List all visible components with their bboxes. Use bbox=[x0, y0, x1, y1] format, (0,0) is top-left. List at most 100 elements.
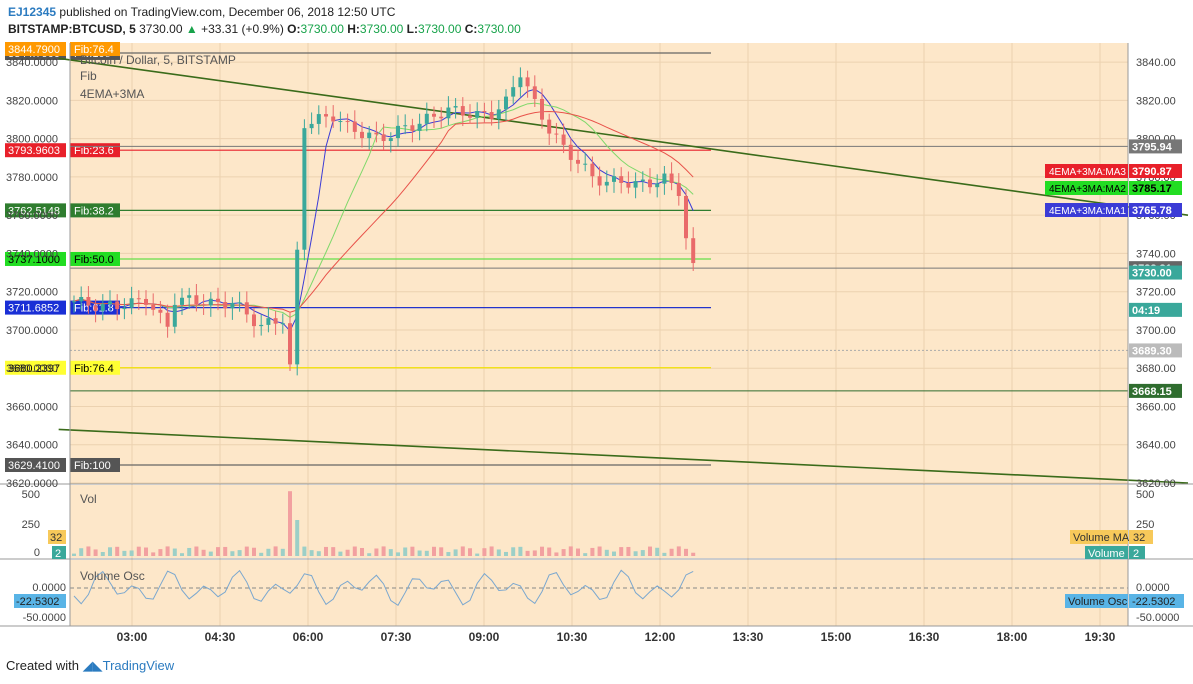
username-link[interactable]: EJ12345 bbox=[8, 5, 57, 19]
volume-bar bbox=[496, 549, 501, 556]
fib-price-text: 3629.4100 bbox=[8, 460, 60, 472]
volume-bar bbox=[468, 548, 472, 556]
volume-bar bbox=[511, 547, 516, 556]
candle-body bbox=[388, 138, 393, 142]
created-with-label: Created with bbox=[6, 658, 79, 673]
candle-body bbox=[309, 123, 314, 129]
volume-bar bbox=[561, 549, 566, 556]
volume-bar bbox=[288, 491, 292, 556]
volume-bar bbox=[590, 547, 595, 556]
candle-body bbox=[302, 128, 307, 250]
candle-body bbox=[669, 173, 674, 184]
candle-body bbox=[151, 304, 156, 310]
fib-level-text: Fib:38.2 bbox=[74, 205, 114, 217]
candle-body bbox=[532, 86, 537, 99]
open-label: O: bbox=[287, 22, 301, 36]
volume-ma-name-text: Volume MA bbox=[1073, 532, 1130, 544]
candle-body bbox=[439, 116, 444, 119]
candle-body bbox=[266, 318, 271, 325]
candle-body bbox=[180, 297, 184, 305]
ma-value-tag bbox=[1129, 181, 1182, 195]
fib-level-text: Fib:23.6 bbox=[74, 145, 114, 157]
tradingview-logo-icon[interactable]: ◢◣ bbox=[82, 658, 103, 673]
volume-bar bbox=[547, 547, 552, 556]
candle-body bbox=[489, 112, 494, 120]
volume-oscillator: 0.0000 -50.0000 0.0000 -50.0000 bbox=[23, 569, 1179, 624]
candle-body bbox=[640, 179, 645, 182]
left-price-tick-label: 3660.0000 bbox=[6, 401, 58, 413]
publish-header: EJ12345 published on TradingView.com, De… bbox=[8, 5, 395, 19]
volume-bar bbox=[252, 547, 256, 556]
high-label: H: bbox=[347, 22, 360, 36]
volume-bar bbox=[403, 547, 408, 556]
price-tick-label: 3700.00 bbox=[1136, 325, 1176, 337]
candle-body bbox=[403, 125, 408, 127]
volume-bar bbox=[331, 547, 336, 556]
osc-left-tick-label: 0.0000 bbox=[32, 582, 66, 594]
main-pane-bg bbox=[70, 43, 1128, 483]
candle-body bbox=[511, 87, 516, 97]
volume-bar bbox=[86, 546, 91, 556]
volume-ma-value-tag bbox=[1129, 530, 1153, 544]
volume-left-tick-label: 250 bbox=[22, 519, 40, 531]
publish-info: published on TradingView.com, December 0… bbox=[59, 5, 396, 19]
volume-tick-label: 500 bbox=[1136, 489, 1154, 501]
ohlc-header: BITSTAMP:BTCUSD, 5 3730.00 ▲ +33.31 (+0.… bbox=[8, 22, 521, 36]
fib-price-text: 3793.9603 bbox=[8, 145, 60, 157]
candle-body bbox=[144, 298, 148, 305]
volume-bar bbox=[295, 520, 300, 556]
fib-price-tag bbox=[5, 251, 66, 266]
fib-level-text: Fib:76.4 bbox=[74, 363, 114, 375]
time-tick-label: 06:00 bbox=[293, 630, 324, 644]
pair-legend: Bitcoin / Dollar, 5, BITSTAMP bbox=[80, 53, 236, 67]
volume-bars: 50025005002500 bbox=[22, 489, 1155, 559]
candle-body bbox=[604, 181, 609, 186]
ma-name-tag bbox=[1045, 203, 1128, 217]
candle-body bbox=[424, 113, 429, 124]
candle-body bbox=[525, 77, 530, 87]
low-label: L: bbox=[406, 22, 418, 36]
volume-bar bbox=[136, 546, 141, 556]
candle-body bbox=[115, 301, 120, 310]
trendlines[interactable] bbox=[58, 57, 1189, 484]
candle-body bbox=[172, 304, 177, 327]
volume-bar bbox=[216, 547, 220, 556]
right-price-tag bbox=[1129, 302, 1182, 317]
candle-body bbox=[568, 144, 573, 160]
volume-bar bbox=[684, 548, 688, 556]
price-tick-label: 3640.00 bbox=[1136, 440, 1176, 452]
volume-bar bbox=[165, 546, 170, 556]
fib-legend: Fib bbox=[80, 69, 97, 83]
volume-bar bbox=[417, 550, 422, 556]
candle-body bbox=[79, 297, 84, 302]
volume-bar bbox=[655, 547, 660, 556]
candle-body bbox=[633, 181, 638, 188]
candle-body bbox=[446, 107, 451, 119]
candle-body bbox=[208, 298, 213, 306]
time-tick-label: 18:00 bbox=[997, 630, 1028, 644]
volume-bar bbox=[100, 551, 105, 556]
fib-level-text: Fib:100 bbox=[74, 460, 111, 472]
volume-bar bbox=[122, 550, 127, 556]
candle-body bbox=[223, 302, 228, 309]
tradingview-brand[interactable]: TradingView bbox=[102, 658, 175, 673]
volume-bar bbox=[230, 551, 235, 556]
candle-body bbox=[417, 123, 422, 131]
volume-bar bbox=[352, 546, 357, 556]
volume-bar bbox=[129, 550, 134, 556]
candle-body bbox=[360, 131, 364, 139]
candle-body bbox=[165, 312, 170, 327]
candle-body bbox=[244, 302, 249, 315]
osc-value-tag bbox=[1129, 594, 1184, 608]
volume-bar bbox=[396, 552, 400, 556]
candle-body bbox=[331, 116, 336, 122]
candle-body bbox=[273, 318, 278, 324]
left-price-tick-label: 3700.0000 bbox=[6, 325, 58, 337]
volume-bar bbox=[381, 546, 386, 556]
left-price-tick-label: 3620.0000 bbox=[6, 478, 58, 490]
volume-bar bbox=[640, 550, 645, 556]
candle-body bbox=[597, 176, 602, 186]
volume-bar bbox=[676, 546, 681, 556]
ma-value-text: 3790.87 bbox=[1132, 166, 1172, 178]
